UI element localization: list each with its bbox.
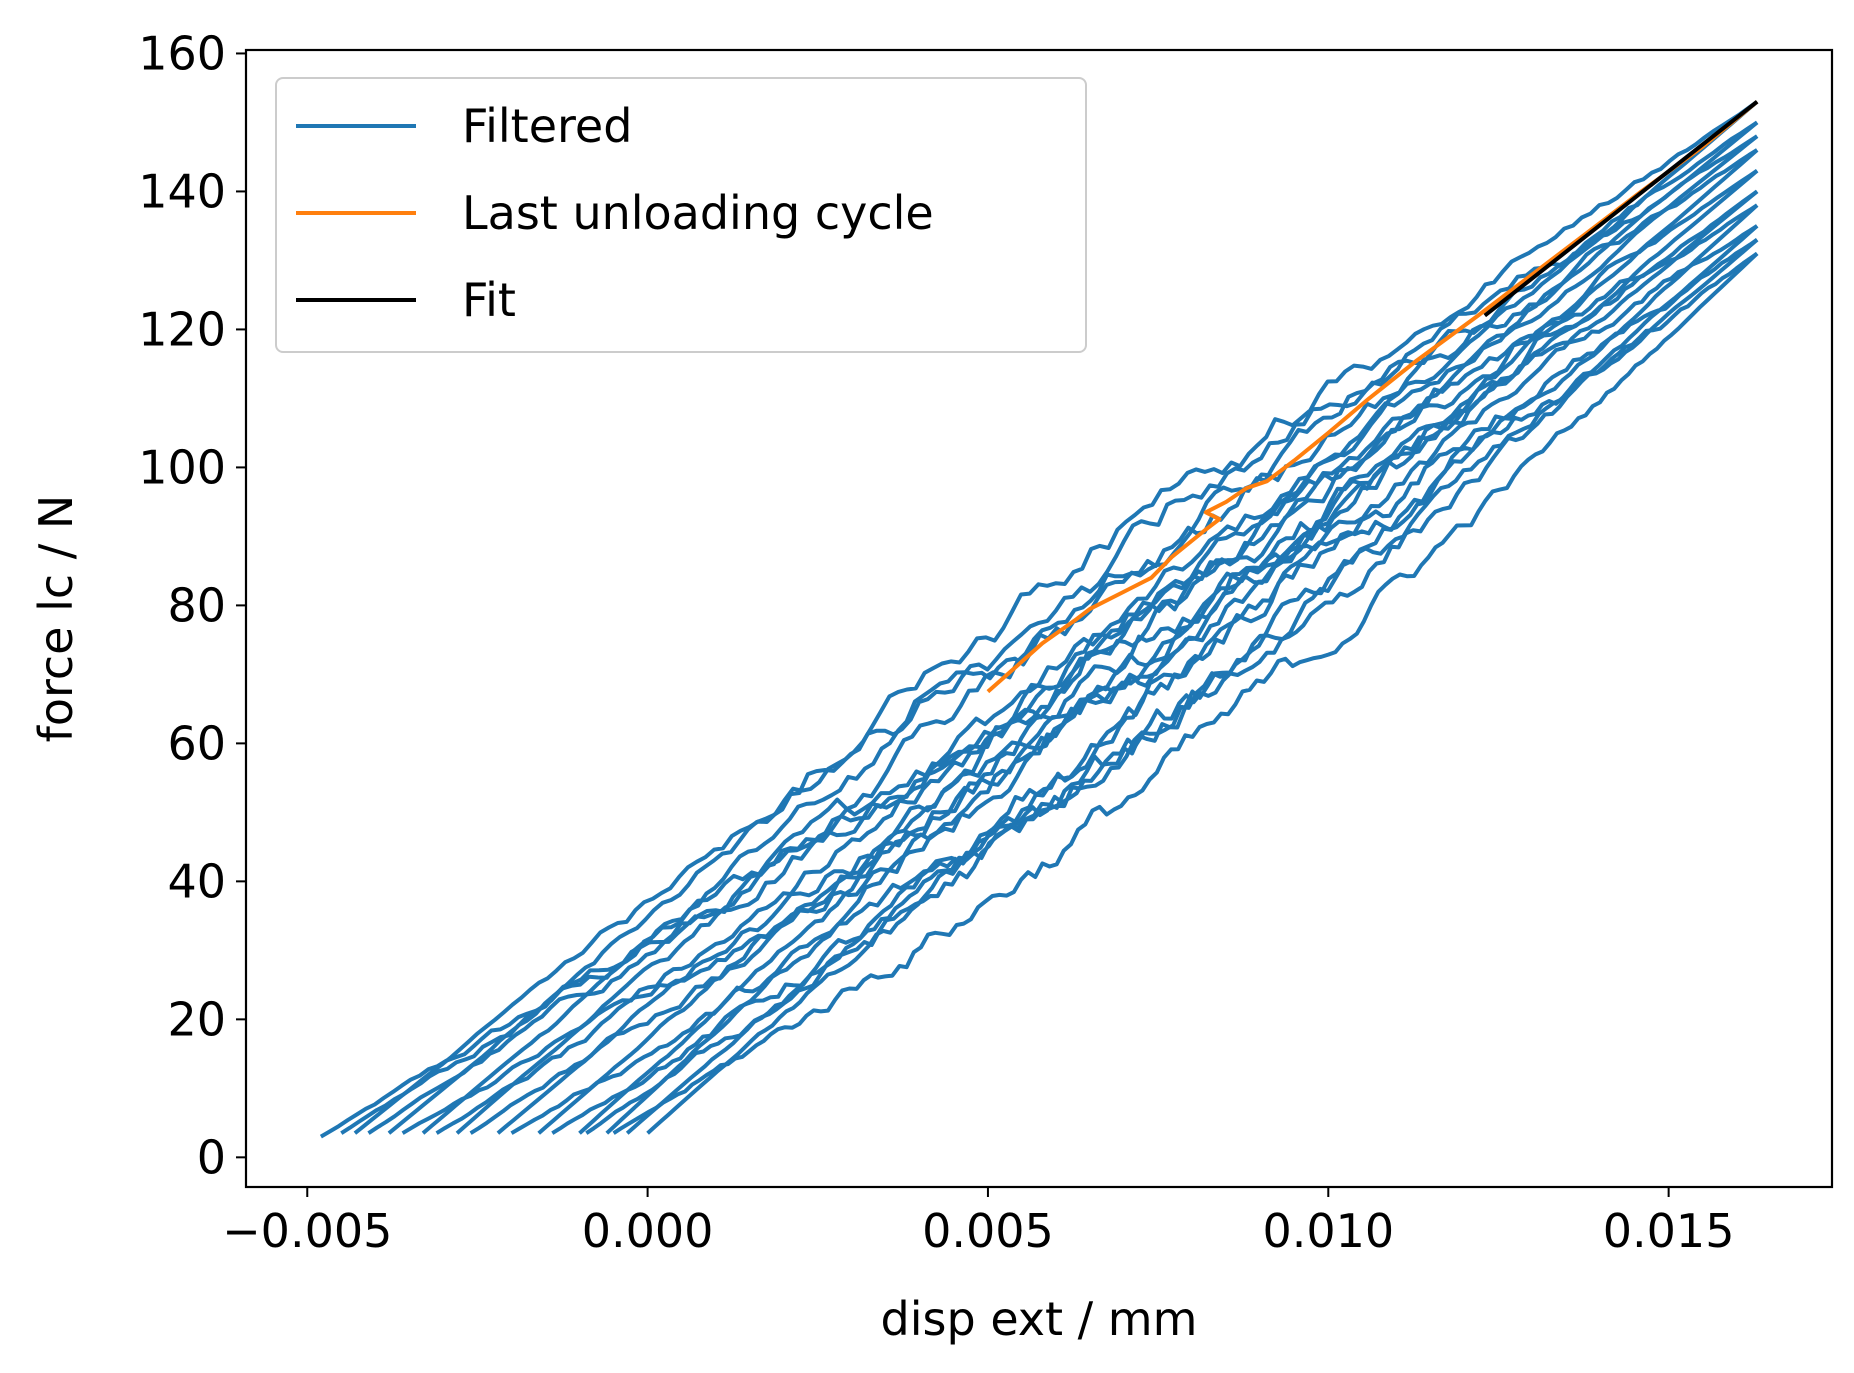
filtered-unloading-curve bbox=[353, 100, 1759, 1135]
filtered-unloading-curve bbox=[646, 251, 1759, 1135]
x-tick-label: 0.015 bbox=[1603, 1204, 1735, 1258]
filtered-loading-curve bbox=[469, 189, 1759, 1135]
y-tick-label: 120 bbox=[138, 302, 226, 356]
filtered-loading-curve bbox=[367, 134, 1759, 1135]
series-layer bbox=[319, 100, 1759, 1139]
filtered-unloading-curve bbox=[578, 203, 1759, 1135]
legend: Filtered Last unloading cycle Fit bbox=[275, 77, 1087, 353]
y-tick-label: 20 bbox=[167, 992, 226, 1046]
y-tick-label: 80 bbox=[167, 578, 226, 632]
last-unloading-cycle-line bbox=[986, 100, 1759, 694]
y-tick-label: 0 bbox=[197, 1130, 226, 1184]
x-tick-label: 0.000 bbox=[582, 1204, 714, 1258]
y-tick-label: 140 bbox=[138, 164, 226, 218]
fit-line bbox=[1483, 100, 1759, 318]
plot-frame bbox=[244, 48, 1834, 1189]
y-tick-label: 160 bbox=[138, 26, 226, 80]
y-tick-label: 40 bbox=[167, 854, 226, 908]
x-tick-label: 0.005 bbox=[922, 1204, 1054, 1258]
filtered-loading-curve bbox=[435, 169, 1759, 1135]
x-tick-label: 0.010 bbox=[1262, 1204, 1394, 1258]
y-tick-label: 100 bbox=[138, 440, 226, 494]
filtered-unloading-curve bbox=[605, 224, 1759, 1135]
legend-label-last-unloading-cycle: Last unloading cycle bbox=[462, 186, 934, 240]
y-tick-label: 60 bbox=[167, 716, 226, 770]
filtered-unloading-curve bbox=[537, 189, 1759, 1135]
legend-box bbox=[275, 77, 1087, 353]
legend-label-filtered: Filtered bbox=[462, 99, 632, 153]
x-tick-label: −0.005 bbox=[222, 1204, 392, 1258]
y-axis-label: force lc / N bbox=[29, 495, 83, 743]
filtered-loading-curve bbox=[612, 252, 1759, 1135]
ticks-layer: −0.005 0.000 0.005 0.010 0.015 0 20 40 60 80 100 12… bbox=[138, 26, 1734, 1258]
filtered-unloading-curve bbox=[625, 238, 1759, 1135]
filtered-unloading-curve bbox=[387, 120, 1759, 1135]
legend-label-fit: Fit bbox=[462, 273, 516, 327]
x-axis-label: disp ext / mm bbox=[881, 1292, 1198, 1346]
filtered-unloading-curve bbox=[455, 148, 1759, 1135]
